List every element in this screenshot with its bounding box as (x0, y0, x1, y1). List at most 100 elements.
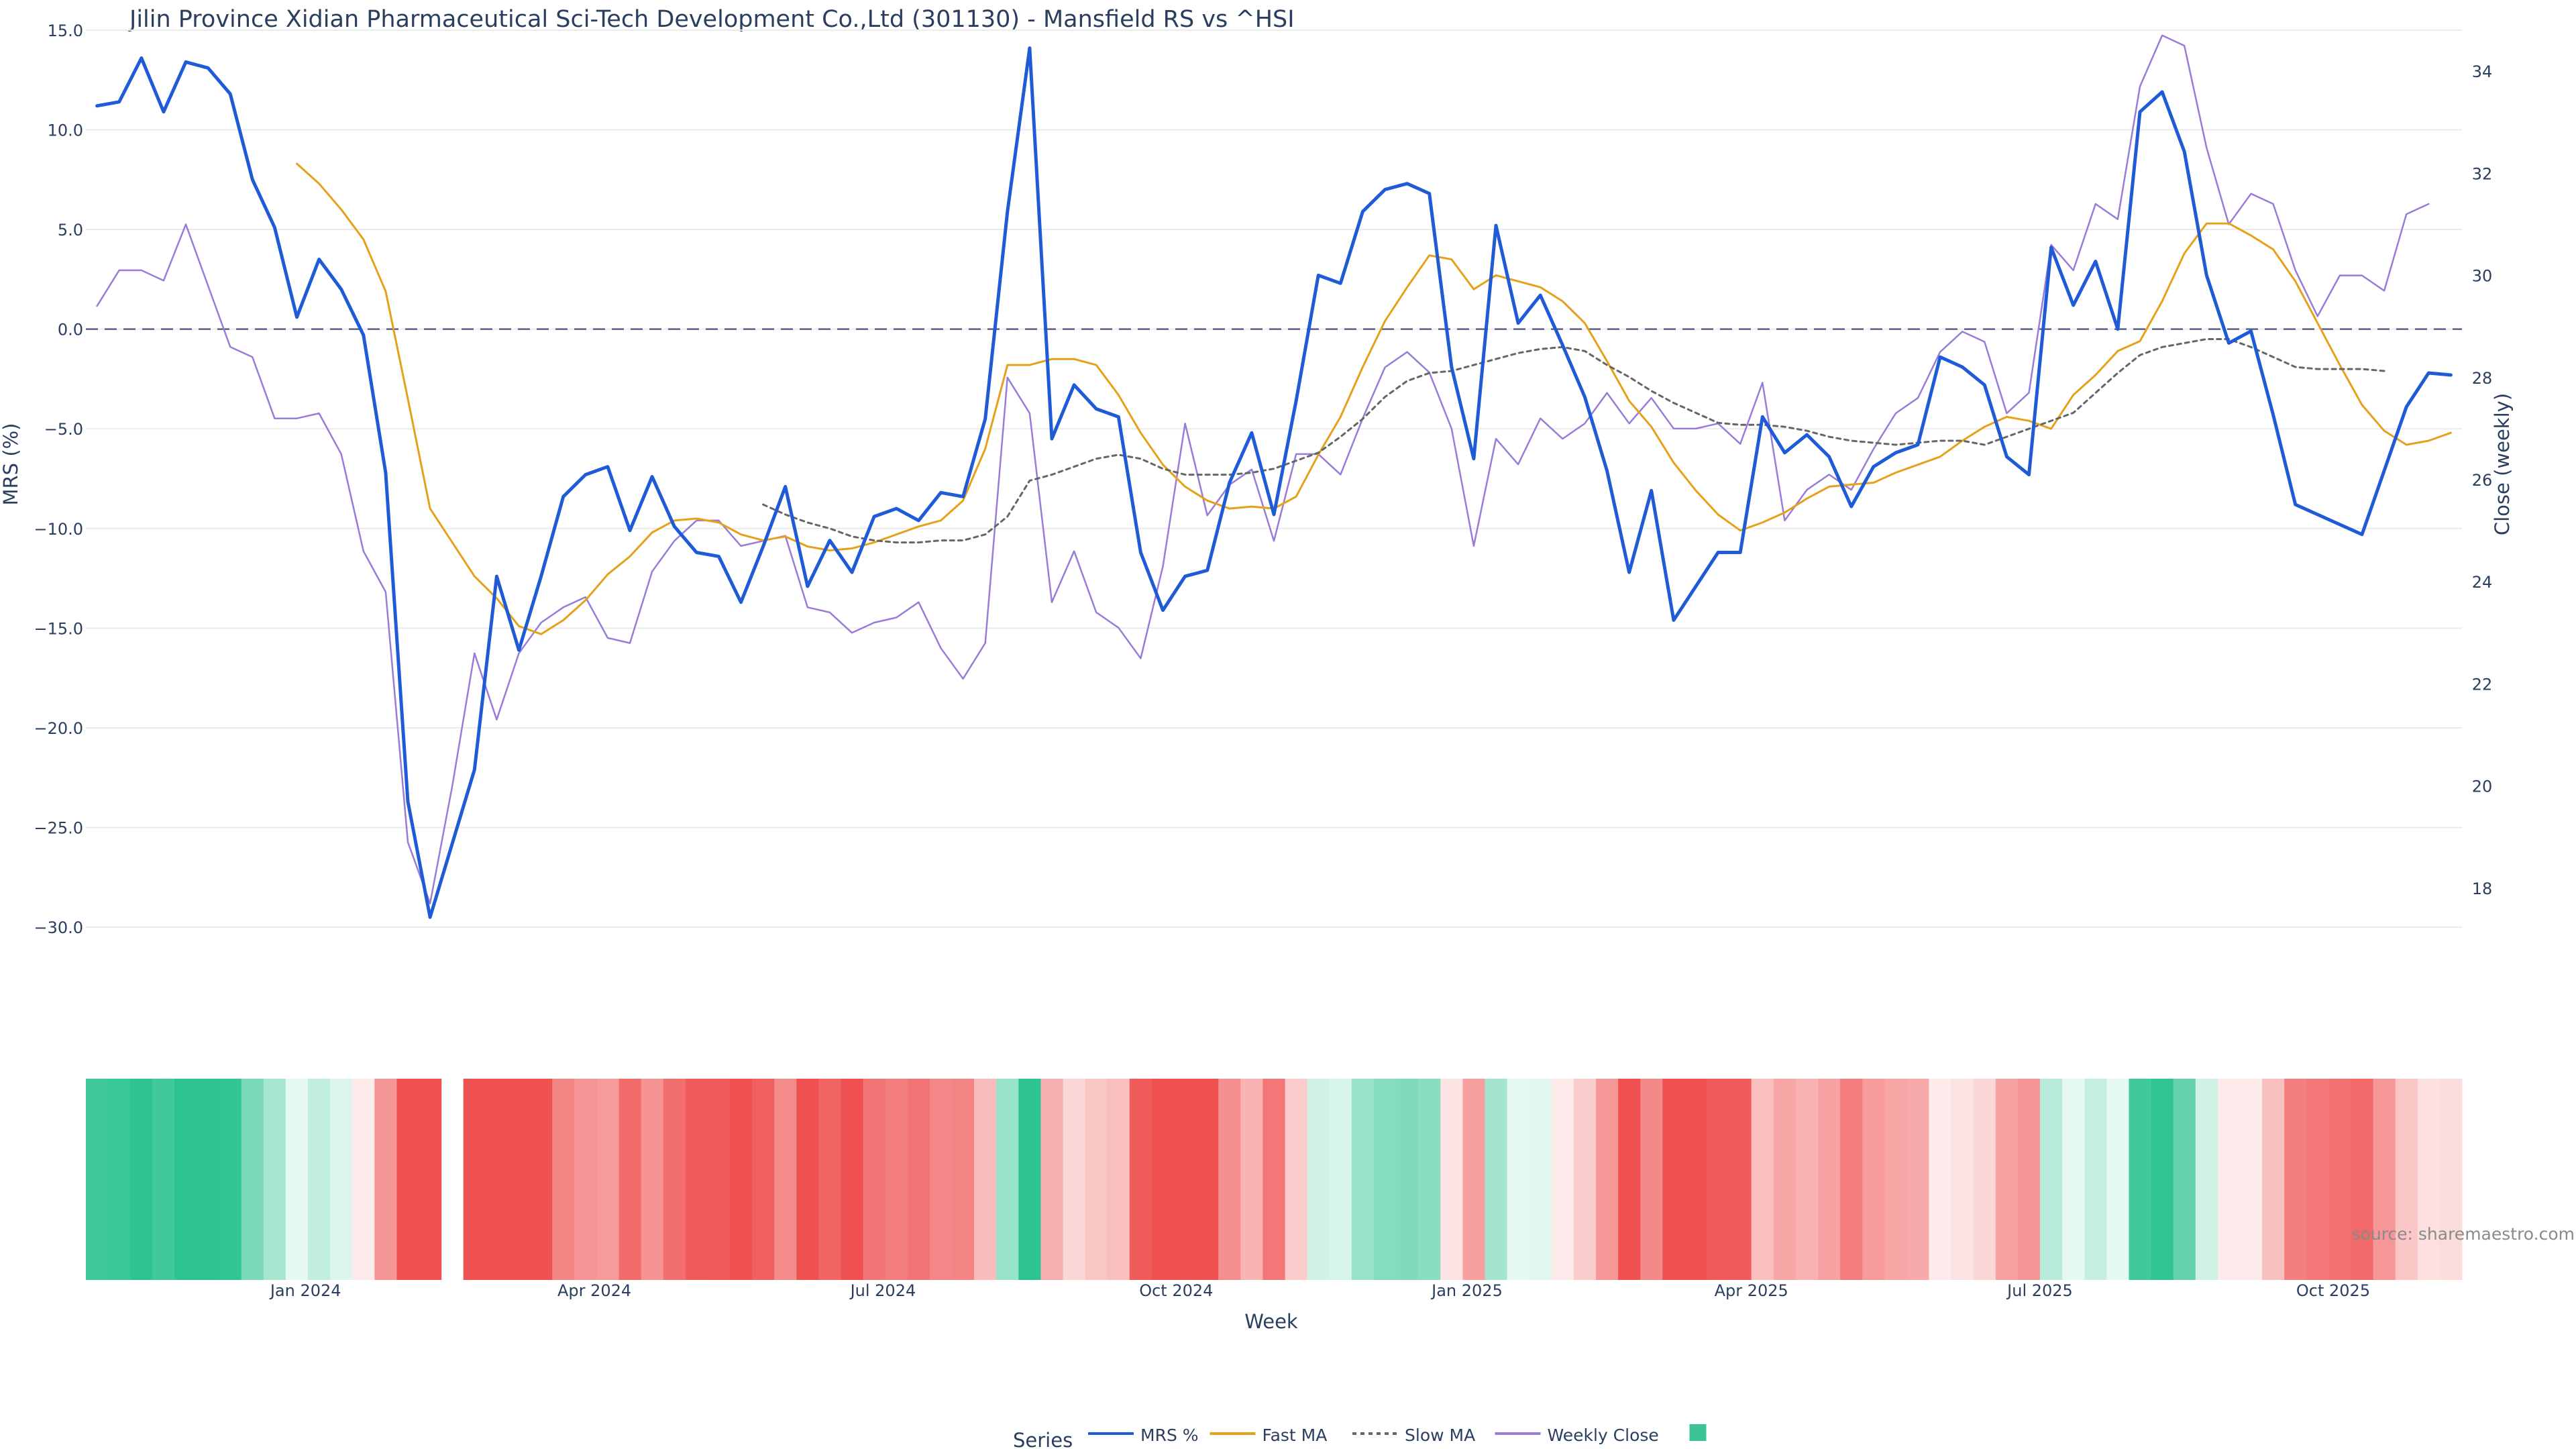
heat-cell (774, 1079, 797, 1280)
heat-cell (2062, 1079, 2085, 1280)
heat-cell (508, 1079, 531, 1280)
legend-label: MRS % (1140, 1426, 1199, 1445)
gridlines (86, 29, 2462, 928)
heat-strip (86, 1079, 2463, 1280)
heat-cell (2240, 1079, 2263, 1280)
heat-cell (1951, 1079, 1974, 1280)
heat-cell (1329, 1079, 1352, 1280)
heat-cell (552, 1079, 575, 1280)
legend-label: Fast MA (1263, 1426, 1328, 1445)
heat-cell (1129, 1079, 1152, 1280)
y2-tick-label: 18 (2472, 879, 2493, 898)
heat-cell (952, 1079, 975, 1280)
y-tick-label: 10.0 (48, 121, 83, 140)
y-tick-label: −25.0 (34, 819, 83, 838)
heat-cell (2217, 1079, 2241, 1280)
y-tick-label: −30.0 (34, 918, 83, 937)
heat-cell (241, 1079, 264, 1280)
series-line-mrs (95, 46, 2453, 919)
heat-cell (1751, 1079, 1774, 1280)
heat-cell (1085, 1079, 1108, 1280)
heat-cell (841, 1079, 864, 1280)
x-tick-label: Apr 2024 (557, 1281, 631, 1300)
heat-cell (2151, 1079, 2174, 1280)
heat-cell (1529, 1079, 1552, 1280)
heat-cell (1196, 1079, 1219, 1280)
x-tick-label: Oct 2024 (1139, 1281, 1213, 1300)
heat-cell (1018, 1079, 1041, 1280)
heat-cell (2351, 1079, 2374, 1280)
heat-cell (796, 1079, 819, 1280)
heat-cell (2084, 1079, 2107, 1280)
heat-cell (1818, 1079, 1841, 1280)
heat-cell (1307, 1079, 1330, 1280)
heat-cell (1618, 1079, 1641, 1280)
y-axis-ticks: 15.0 10.0 5.0 0.0 −5.0 −10.0 −15.0 −20.0 −25.0 −3… (34, 21, 83, 937)
y-tick-label: −5.0 (44, 420, 83, 439)
heat-cell (1374, 1079, 1397, 1280)
y2-tick-label: 34 (2472, 62, 2493, 81)
heat-cell (707, 1079, 731, 1280)
heat-cell (2328, 1079, 2352, 1280)
heat-cell (752, 1079, 775, 1280)
heat-cell (1418, 1079, 1441, 1280)
y2-tick-label: 26 (2472, 471, 2493, 490)
heat-cell (419, 1079, 442, 1280)
heat-cell (1151, 1079, 1175, 1280)
heat-cell (596, 1079, 620, 1280)
x-tick-label: Jan 2025 (1430, 1281, 1503, 1300)
y2-tick-label: 20 (2472, 777, 2493, 796)
series-line-slow-ma (762, 338, 2385, 544)
heat-cell (1462, 1079, 1486, 1280)
series-lines (95, 34, 2453, 919)
heat-cell (1862, 1079, 1885, 1280)
heat-cell (974, 1079, 997, 1280)
heat-cell (2306, 1079, 2329, 1280)
heat-cell (2106, 1079, 2130, 1280)
heat-cell (263, 1079, 286, 1280)
y-tick-label: −15.0 (34, 619, 83, 638)
y2-tick-label: 24 (2472, 573, 2493, 592)
heat-cell (2262, 1079, 2285, 1280)
heat-cell (485, 1079, 508, 1280)
y2-tick-label: 32 (2472, 164, 2493, 183)
heat-cell (1684, 1079, 1708, 1280)
x-tick-label: Apr 2025 (1715, 1281, 1788, 1300)
heat-cell (1396, 1079, 1419, 1280)
heat-cell (1440, 1079, 1463, 1280)
heat-cell (2017, 1079, 2041, 1280)
y-tick-label: −20.0 (34, 719, 83, 738)
heat-cell (1596, 1079, 1619, 1280)
heat-cell (1929, 1079, 1952, 1280)
chart-title: Jilin Province Xidian Pharmaceutical Sci… (128, 6, 1295, 33)
heat-cell (86, 1079, 109, 1280)
x-tick-label: Jan 2024 (269, 1281, 341, 1300)
heat-cell (108, 1079, 131, 1280)
y2-tick-label: 22 (2472, 675, 2493, 694)
heat-cell (1063, 1079, 1086, 1280)
heat-cell (174, 1079, 198, 1280)
heat-cell (619, 1079, 642, 1280)
y-tick-label: 5.0 (58, 221, 83, 239)
y2-tick-label: 30 (2472, 267, 2493, 286)
heat-cell (2439, 1079, 2463, 1280)
legend-label: Slow MA (1405, 1426, 1475, 1445)
heat-cell (1040, 1079, 1064, 1280)
heat-cell (2173, 1079, 2196, 1280)
heat-cell (574, 1079, 597, 1280)
series-line-fast-ma (296, 162, 2452, 635)
heat-cell (1973, 1079, 1996, 1280)
legend-title: Series (1013, 1429, 1073, 1449)
heat-cell (2284, 1079, 2307, 1280)
heat-cell (1640, 1079, 1663, 1280)
heat-cell (1773, 1079, 1796, 1280)
heat-cell (685, 1079, 708, 1280)
heat-cell (396, 1079, 420, 1280)
heat-cell (863, 1079, 886, 1280)
legend: Series MRS % Fast MA Slow MA Weekly Close (1013, 1424, 1707, 1449)
heat-cell (1551, 1079, 1574, 1280)
y-tick-label: −10.0 (34, 520, 83, 539)
heat-cell (463, 1079, 486, 1280)
heat-cell (2395, 1079, 2418, 1280)
x-tick-label: Jul 2024 (849, 1281, 916, 1300)
